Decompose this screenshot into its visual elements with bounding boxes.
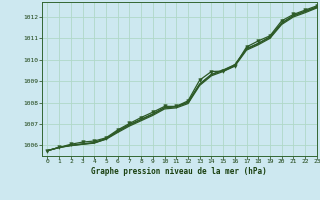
X-axis label: Graphe pression niveau de la mer (hPa): Graphe pression niveau de la mer (hPa) (91, 167, 267, 176)
